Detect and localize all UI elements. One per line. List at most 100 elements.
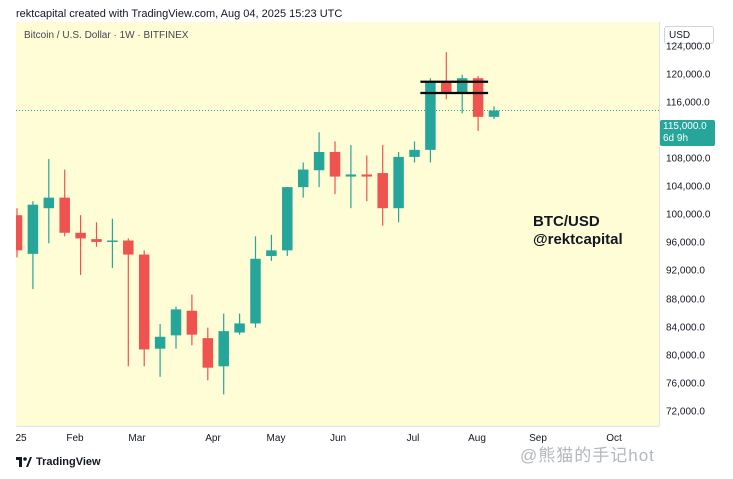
- price-axis[interactable]: [659, 22, 718, 426]
- candle: [282, 187, 293, 256]
- price-tick-label: 116,000.0: [666, 97, 710, 109]
- candle: [123, 238, 134, 367]
- tradingview-brand: TradingView: [36, 456, 101, 468]
- candle-body: [441, 81, 452, 94]
- candle-body: [170, 309, 182, 336]
- price-tick-label: 80,000.0: [666, 350, 705, 362]
- candle-body: [75, 232, 86, 239]
- time-tick-label: May: [266, 433, 286, 444]
- candle: [218, 313, 229, 395]
- candle-body: [107, 240, 118, 243]
- candle: [16, 208, 23, 258]
- candle-body: [138, 254, 150, 350]
- candle: [154, 324, 166, 377]
- time-tick-label: Apr: [205, 433, 221, 444]
- price-tick-label: 108,000.0: [666, 153, 711, 165]
- candle: [170, 306, 182, 349]
- annotation-pair: BTC/USD: [533, 213, 600, 230]
- candle-body: [123, 240, 134, 255]
- last-price-value: 115,000.0: [663, 121, 707, 132]
- candle-body: [313, 151, 325, 171]
- annotation-author: @rektcapital: [533, 231, 623, 248]
- chart-annotation: BTC/USD @rektcapital: [533, 213, 623, 249]
- candle-body: [43, 197, 55, 209]
- source-watermark: @熊猫的手记hot: [520, 446, 655, 465]
- candle-body: [202, 338, 214, 368]
- candle: [266, 234, 277, 261]
- time-tick-label: Feb: [66, 433, 84, 444]
- candle: [472, 76, 484, 131]
- candle-body: [27, 204, 39, 254]
- price-tick-label: 72,000.0: [666, 406, 705, 418]
- time-tick-label: Aug: [468, 433, 486, 444]
- candle-body: [282, 187, 293, 251]
- candle-body: [250, 258, 261, 324]
- candle-body: [297, 169, 309, 188]
- candle: [202, 327, 214, 381]
- price-tick-label: 88,000.0: [666, 294, 705, 306]
- candle: [409, 141, 420, 163]
- candle-body: [377, 173, 388, 209]
- time-tick-label: Sep: [529, 433, 547, 444]
- candle-body: [59, 197, 70, 233]
- candle: [43, 159, 55, 244]
- candle: [345, 144, 357, 209]
- symbol-title: Bitcoin / U.S. Dollar · 1W · BITFINEX: [24, 30, 189, 41]
- currency-selector[interactable]: USD: [664, 26, 714, 44]
- candle: [91, 222, 102, 247]
- tradingview-logo-icon: [16, 457, 32, 467]
- candle-body: [266, 250, 277, 256]
- candle: [75, 215, 86, 275]
- price-tick-label: 120,000.0: [666, 69, 711, 81]
- candle-body: [409, 149, 420, 157]
- candle-body: [425, 81, 436, 150]
- candle-body: [345, 174, 357, 177]
- candle-body: [456, 78, 468, 93]
- tradingview-logo[interactable]: TradingView: [16, 456, 101, 468]
- candlestick-plot: [16, 52, 659, 395]
- candle-body: [186, 310, 198, 335]
- time-tick-label: 25: [15, 433, 27, 444]
- candle: [186, 294, 198, 346]
- candle: [250, 236, 261, 328]
- candle-body: [16, 215, 23, 251]
- candle: [441, 52, 452, 100]
- candle: [138, 250, 150, 367]
- candle-body: [393, 156, 404, 209]
- candle-body: [488, 110, 500, 117]
- time-tick-label: Jul: [406, 433, 420, 444]
- candle: [234, 313, 245, 335]
- price-tick-label: 84,000.0: [666, 322, 705, 334]
- last-price-tag: 115,000.0 6d 9h: [660, 120, 715, 146]
- candle: [313, 132, 325, 188]
- candle: [27, 201, 39, 289]
- price-tick-label: 100,000.0: [666, 209, 711, 221]
- candle-body: [472, 78, 484, 117]
- candle: [361, 155, 373, 202]
- candle: [297, 162, 309, 198]
- candle: [393, 151, 404, 223]
- candle: [329, 141, 341, 195]
- price-tick-label: 124,000.0: [666, 41, 711, 53]
- candle: [377, 144, 388, 226]
- candle: [425, 78, 436, 163]
- candle-body: [91, 239, 102, 242]
- chart-area[interactable]: Bitcoin / U.S. Dollar · 1W · BITFINEX: [16, 22, 659, 426]
- time-tick-label: Oct: [606, 433, 622, 444]
- chart-credit: rektcapital created with TradingView.com…: [16, 8, 343, 20]
- candle: [488, 106, 500, 119]
- candle-body: [234, 323, 245, 333]
- price-tick-label: 104,000.0: [666, 181, 711, 193]
- time-tick-label: Mar: [128, 433, 146, 444]
- time-tick-label: Jun: [329, 433, 347, 444]
- candle-body: [329, 151, 341, 177]
- bar-countdown: 6d 9h: [663, 133, 689, 144]
- candle: [107, 218, 118, 268]
- candle: [59, 169, 70, 237]
- time-axis[interactable]: [16, 426, 659, 451]
- candle-body: [361, 174, 373, 177]
- candle-body: [218, 331, 229, 367]
- price-tick-label: 76,000.0: [666, 378, 705, 390]
- price-tick-label: 92,000.0: [666, 265, 705, 277]
- candle-body: [154, 336, 166, 349]
